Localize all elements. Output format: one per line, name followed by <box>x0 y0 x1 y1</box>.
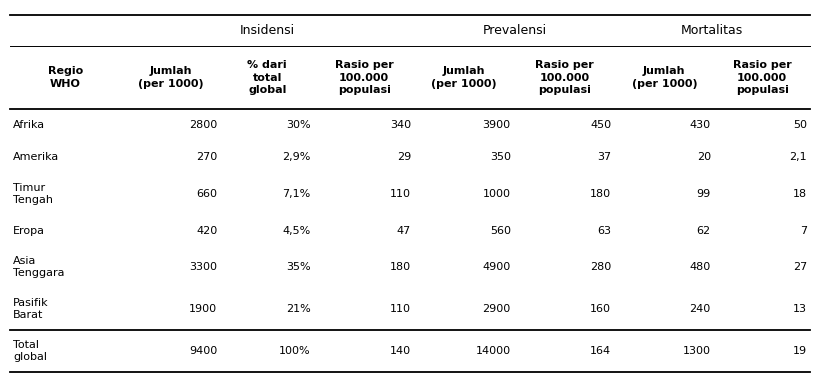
Text: 37: 37 <box>596 152 610 162</box>
Text: 4900: 4900 <box>482 262 510 272</box>
Text: 14000: 14000 <box>475 346 510 356</box>
Text: Insidensi: Insidensi <box>240 24 295 37</box>
Text: 140: 140 <box>390 346 410 356</box>
Text: Rasio per
100.000
populasi: Rasio per 100.000 populasi <box>732 60 790 95</box>
Text: 20: 20 <box>696 152 710 162</box>
Text: 420: 420 <box>196 226 217 236</box>
Text: Jumlah
(per 1000): Jumlah (per 1000) <box>431 66 496 89</box>
Text: 340: 340 <box>390 120 410 130</box>
Text: Afrika: Afrika <box>13 120 45 130</box>
Text: 480: 480 <box>689 262 710 272</box>
Text: 2,1: 2,1 <box>789 152 806 162</box>
Text: Regio
WHO: Regio WHO <box>48 66 83 89</box>
Text: 560: 560 <box>489 226 510 236</box>
Text: 21%: 21% <box>286 304 310 314</box>
Text: 35%: 35% <box>286 262 310 272</box>
Text: Eropa: Eropa <box>13 226 45 236</box>
Text: 430: 430 <box>689 120 710 130</box>
Text: 270: 270 <box>196 152 217 162</box>
Text: Prevalensi: Prevalensi <box>482 24 546 37</box>
Text: 240: 240 <box>689 304 710 314</box>
Text: 7,1%: 7,1% <box>282 189 310 199</box>
Text: 110: 110 <box>390 304 410 314</box>
Text: 63: 63 <box>596 226 610 236</box>
Text: 2,9%: 2,9% <box>282 152 310 162</box>
Text: 29: 29 <box>396 152 410 162</box>
Text: 19: 19 <box>792 346 806 356</box>
Text: Rasio per
100.000
populasi: Rasio per 100.000 populasi <box>334 60 393 95</box>
Text: 350: 350 <box>489 152 510 162</box>
Text: Total
global: Total global <box>13 340 47 362</box>
Text: 164: 164 <box>590 346 610 356</box>
Text: Asia
Tenggara: Asia Tenggara <box>13 256 65 279</box>
Text: 4,5%: 4,5% <box>282 226 310 236</box>
Text: Mortalitas: Mortalitas <box>681 24 743 37</box>
Text: 99: 99 <box>696 189 710 199</box>
Text: 100%: 100% <box>278 346 310 356</box>
Text: Pasifik
Barat: Pasifik Barat <box>13 298 48 320</box>
Text: 110: 110 <box>390 189 410 199</box>
Text: 9400: 9400 <box>189 346 217 356</box>
Text: 18: 18 <box>792 189 806 199</box>
Text: 450: 450 <box>590 120 610 130</box>
Text: 50: 50 <box>792 120 806 130</box>
Text: 180: 180 <box>390 262 410 272</box>
Text: 62: 62 <box>696 226 710 236</box>
Text: 1900: 1900 <box>189 304 217 314</box>
Text: 27: 27 <box>792 262 806 272</box>
Text: 3900: 3900 <box>482 120 510 130</box>
Text: Jumlah
(per 1000): Jumlah (per 1000) <box>138 66 203 89</box>
Text: % dari
total
global: % dari total global <box>247 60 287 95</box>
Text: Rasio per
100.000
populasi: Rasio per 100.000 populasi <box>534 60 593 95</box>
Text: 1000: 1000 <box>482 189 510 199</box>
Text: 13: 13 <box>792 304 806 314</box>
Text: Amerika: Amerika <box>13 152 59 162</box>
Text: 160: 160 <box>590 304 610 314</box>
Text: 7: 7 <box>799 226 806 236</box>
Text: 180: 180 <box>590 189 610 199</box>
Text: 30%: 30% <box>286 120 310 130</box>
Text: 2900: 2900 <box>482 304 510 314</box>
Text: 1300: 1300 <box>682 346 710 356</box>
Text: 2800: 2800 <box>189 120 217 130</box>
Text: 660: 660 <box>196 189 217 199</box>
Text: 280: 280 <box>590 262 610 272</box>
Text: 47: 47 <box>396 226 410 236</box>
Text: 3300: 3300 <box>189 262 217 272</box>
Text: Timur
Tengah: Timur Tengah <box>13 183 53 205</box>
Text: Jumlah
(per 1000): Jumlah (per 1000) <box>631 66 696 89</box>
